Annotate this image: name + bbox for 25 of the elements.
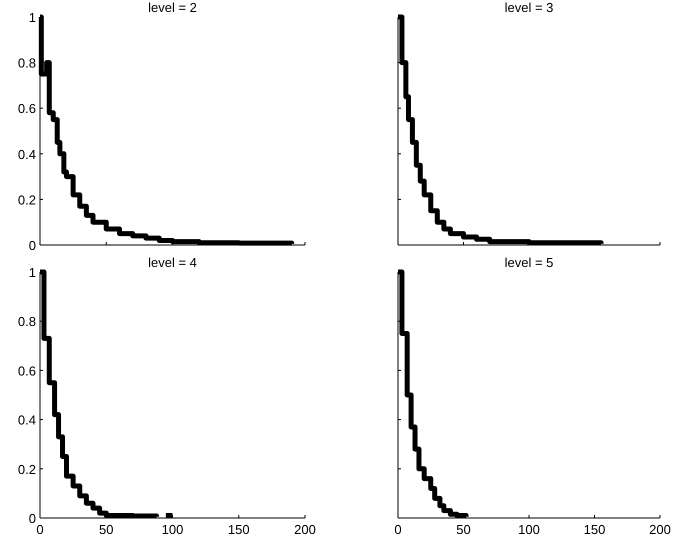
y-tick-label: 0.6: [18, 363, 36, 378]
x-tick-label: 150: [584, 522, 606, 537]
x-tick-label: 50: [456, 522, 471, 537]
x-tick-label: 200: [649, 522, 671, 537]
y-tick-label: 0: [28, 511, 36, 526]
x-tick-label: 150: [228, 522, 250, 537]
y-tick-label: 0.8: [18, 56, 36, 71]
y-tick-label: 0.2: [18, 192, 36, 208]
y-tick-label: 1: [28, 265, 36, 280]
y-tick-label: 0.6: [18, 101, 36, 116]
x-tick-label: 200: [294, 522, 316, 537]
y-tick-label: 1: [28, 10, 36, 25]
chart-title: level = 5: [504, 255, 554, 270]
y-tick-label: 0: [28, 238, 36, 253]
chart-title: level = 4: [148, 255, 197, 270]
x-tick-label: 0: [394, 522, 402, 537]
chart-title: level = 3: [504, 0, 554, 15]
y-tick-label: 0.2: [18, 462, 36, 477]
y-tick-label: 0.8: [18, 314, 36, 330]
x-tick-label: 100: [162, 522, 184, 537]
x-tick-label: 50: [99, 522, 114, 537]
chart-title: level = 2: [148, 0, 197, 15]
y-tick-label: 0.4: [18, 412, 36, 428]
x-tick-label: 100: [518, 522, 540, 537]
y-tick-label: 0.4: [18, 146, 36, 162]
